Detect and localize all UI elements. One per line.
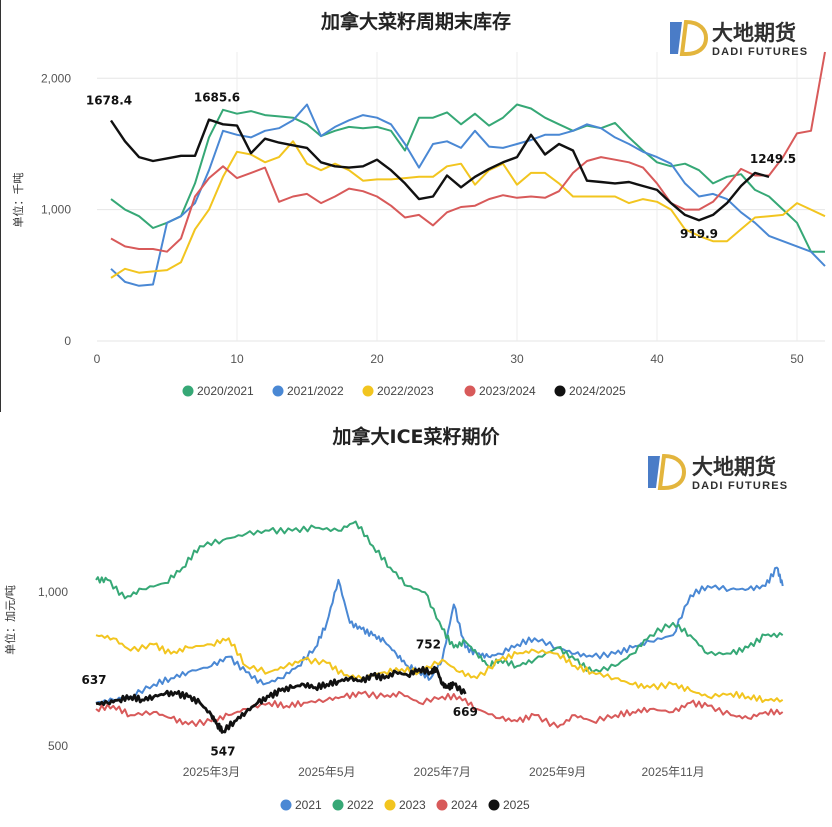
price-x-tick-label: 2025年11月 xyxy=(641,765,704,779)
inventory-series-lines xyxy=(110,51,826,287)
price-legend-item-2022[interactable]: 2022 xyxy=(332,798,375,812)
legend-dot-icon xyxy=(272,385,284,397)
dadi-logo: 大地期货 DADI FUTURES xyxy=(670,19,808,58)
legend-dot-icon xyxy=(436,799,448,811)
logo-subtitle-2: DADI FUTURES xyxy=(692,480,788,492)
price-data-label: 752 xyxy=(416,637,441,651)
price-series-2025 xyxy=(95,665,467,734)
price-y-tick-label: 1,000 xyxy=(38,585,68,599)
price-legend-label: 2024 xyxy=(451,798,478,812)
inventory-data-label: 1249.5 xyxy=(750,152,796,166)
inventory-series-2022-2023 xyxy=(110,140,826,279)
price-series-2023 xyxy=(95,634,784,703)
legend-dot-icon xyxy=(332,799,344,811)
logo-name-2: 大地期货 xyxy=(692,455,776,479)
logo-mark-icon xyxy=(670,22,682,54)
inventory-legend-item-2024-2025[interactable]: 2024/2025 xyxy=(554,384,627,398)
price-data-label: 637 xyxy=(81,673,106,687)
price-legend-label: 2023 xyxy=(399,798,426,812)
inventory-x-tick-label: 10 xyxy=(230,352,244,366)
price-y-axis-label: 单位：加元/吨 xyxy=(3,585,17,655)
dadi-logo-2: 大地期货 DADI FUTURES xyxy=(648,453,788,492)
inventory-x-tick-label: 0 xyxy=(94,352,101,366)
inventory-x-tick-label: 40 xyxy=(650,352,664,366)
inventory-chart-title: 加拿大菜籽周期末库存 xyxy=(320,10,511,33)
logo-subtitle: DADI FUTURES xyxy=(712,46,808,58)
price-legend-item-2021[interactable]: 2021 xyxy=(280,798,323,812)
price-data-label: 547 xyxy=(210,744,235,758)
price-x-tick-label: 2025年9月 xyxy=(529,765,586,779)
price-legend-item-2025[interactable]: 2025 xyxy=(488,798,531,812)
inventory-legend-label: 2021/2022 xyxy=(287,384,344,398)
legend-dot-icon xyxy=(464,385,476,397)
inventory-data-label: 1678.4 xyxy=(86,94,132,108)
price-legend-label: 2025 xyxy=(503,798,530,812)
inventory-legend-label: 2024/2025 xyxy=(569,384,626,398)
inventory-legend-label: 2020/2021 xyxy=(197,384,254,398)
legend-dot-icon xyxy=(362,385,374,397)
price-annotations: 637 547 752 669 xyxy=(81,637,477,758)
logo-name: 大地期货 xyxy=(712,21,796,45)
inventory-series-2024-2025 xyxy=(110,118,770,222)
inventory-legend-item-2020-2021[interactable]: 2020/2021 xyxy=(182,384,255,398)
price-x-tick-label: 2025年3月 xyxy=(183,765,240,779)
inventory-y-ticks: 0 1,000 2,000 xyxy=(41,71,71,348)
inventory-legend-label: 2022/2023 xyxy=(377,384,434,398)
price-series-2021 xyxy=(95,566,784,704)
inventory-series-2021-2022 xyxy=(110,103,826,287)
legend-dot-icon xyxy=(182,385,194,397)
inventory-chart: 加拿大菜籽周期末库存 单位：千吨 0 1,000 2,000 0 10 20 30 40 50… xyxy=(11,10,826,398)
legend-dot-icon xyxy=(280,799,292,811)
inventory-series-2023-2024 xyxy=(110,51,826,253)
inventory-x-tick-label: 20 xyxy=(370,352,384,366)
inventory-series-2020-2021 xyxy=(110,103,825,253)
inventory-legend-item-2021-2022[interactable]: 2021/2022 xyxy=(272,384,345,398)
legend-dot-icon xyxy=(488,799,500,811)
inventory-y-tick-label: 1,000 xyxy=(41,203,71,217)
inventory-legend-label: 2023/2024 xyxy=(479,384,536,398)
inventory-y-axis-label: 单位：千吨 xyxy=(11,173,25,228)
inventory-x-tick-label: 50 xyxy=(790,352,804,366)
price-legend[interactable]: 2021 2022 2023 2024 2025 xyxy=(280,798,531,812)
inventory-legend[interactable]: 2020/2021 2021/2022 2022/2023 2023/2024 2024… xyxy=(182,384,627,398)
price-y-ticks: 500 1,000 xyxy=(38,585,68,753)
price-legend-label: 2022 xyxy=(347,798,374,812)
price-chart-title: 加拿大ICE菜籽期价 xyxy=(332,425,501,448)
inventory-y-tick-label: 0 xyxy=(64,334,71,348)
price-x-tick-label: 2025年7月 xyxy=(414,765,471,779)
price-x-ticks: 2025年3月 2025年5月 2025年7月 2025年9月 2025年11月 xyxy=(183,765,705,779)
price-series-2024 xyxy=(95,690,784,729)
price-series-2022 xyxy=(95,520,784,674)
inventory-annotations: 1678.4 1685.6 919.9 1249.5 xyxy=(86,91,796,242)
inventory-data-label: 1685.6 xyxy=(194,91,240,105)
inventory-data-label: 919.9 xyxy=(680,227,718,241)
inventory-legend-item-2023-2024[interactable]: 2023/2024 xyxy=(464,384,537,398)
inventory-x-ticks: 0 10 20 30 40 50 xyxy=(94,352,804,366)
price-legend-item-2024[interactable]: 2024 xyxy=(436,798,479,812)
price-legend-item-2023[interactable]: 2023 xyxy=(384,798,427,812)
inventory-legend-item-2022-2023[interactable]: 2022/2023 xyxy=(362,384,435,398)
inventory-x-tick-label: 30 xyxy=(510,352,524,366)
logo-mark-icon-2 xyxy=(648,456,660,488)
price-y-tick-label: 500 xyxy=(48,739,68,753)
inventory-y-tick-label: 2,000 xyxy=(41,71,71,85)
legend-dot-icon xyxy=(554,385,566,397)
legend-dot-icon xyxy=(384,799,396,811)
price-data-label: 669 xyxy=(453,705,478,719)
price-series-lines xyxy=(95,520,784,734)
price-x-tick-label: 2025年5月 xyxy=(298,765,355,779)
price-legend-label: 2021 xyxy=(295,798,322,812)
